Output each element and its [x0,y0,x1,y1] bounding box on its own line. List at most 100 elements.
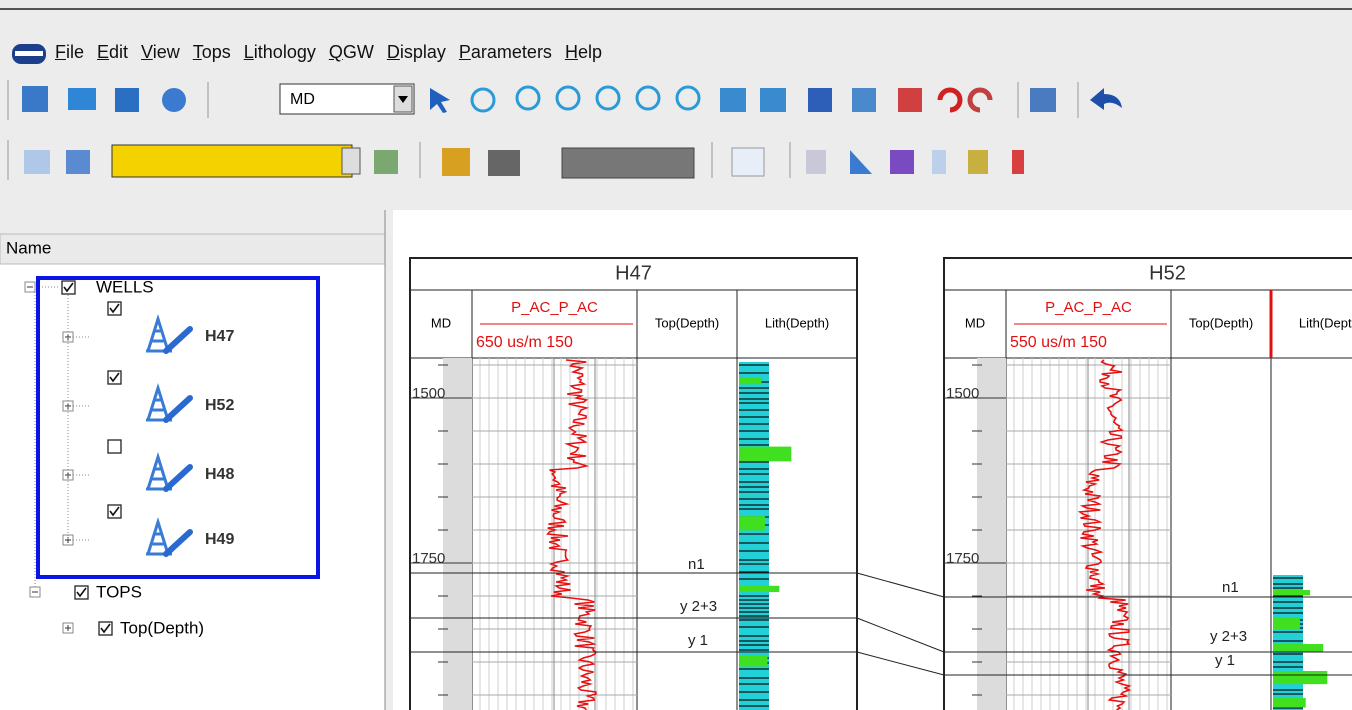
tool-icon[interactable] [932,150,946,174]
tool-icon[interactable] [675,85,701,111]
lith-sand [1273,617,1300,630]
tree-label[interactable]: H49 [205,531,234,548]
app-logo-band [15,51,43,56]
check-mark [109,506,120,517]
tool-icon[interactable] [555,85,581,111]
menu-item[interactable]: Edit [97,42,129,62]
column-header: Lith(Depth) [1299,315,1352,330]
tree-header[interactable] [0,233,386,265]
tool-icon[interactable] [430,88,450,113]
tool-icon[interactable] [595,85,621,111]
tool-icon[interactable] [967,87,993,113]
tree-label[interactable]: WELLS [96,277,154,296]
tool-icon[interactable] [1012,150,1024,174]
tool-icon[interactable] [24,150,50,174]
check-mark [109,303,120,314]
tree-label[interactable]: H52 [205,397,234,414]
top-label: n1 [1222,579,1239,596]
menu-item[interactable]: QGW [328,42,374,62]
toolbar-1: MD [7,80,1122,120]
tree-label[interactable]: H47 [205,328,234,345]
lith-sand [739,516,766,531]
depth-combo[interactable] [279,83,415,115]
tree-panel-top [0,210,385,235]
check-mark [109,372,120,383]
pencil-icon [163,326,193,354]
menu-item[interactable]: Parameters [458,42,552,62]
tool-icon[interactable] [731,147,765,177]
top-label: y 1 [1215,652,1235,669]
menu-item[interactable]: Tops [192,42,231,62]
tool-icon[interactable] [470,87,496,113]
tree: WELLS H47 H52 H48 H49 TOPS Top(Depth) [24,277,234,637]
menu-item[interactable]: Display [386,42,446,62]
tool-icon[interactable] [808,88,832,112]
highlight-box [36,276,320,579]
well-panel: H47 MD P_AC_P_AC 650 us/m 150 Top(Depth) Lith… [409,257,858,710]
combo-arrow-glyph [398,96,408,103]
checkbox[interactable] [107,439,122,454]
column-header: MD [965,315,985,330]
tool-icon[interactable] [68,88,96,110]
top-label: n1 [688,556,705,573]
curve-name: P_AC_P_AC [1045,299,1132,316]
depth-combo-text: MD [290,91,315,108]
tool-icon[interactable] [968,150,988,174]
tree-label[interactable]: Top(Depth) [120,618,204,637]
tool-icon[interactable] [22,86,48,112]
top-label: y 2+3 [1210,628,1247,645]
check-mark [76,587,87,598]
tool-icon[interactable] [162,88,186,112]
tool-icon[interactable] [806,150,826,174]
depth-label: 1750 [946,550,979,567]
tool-icon[interactable] [720,88,746,112]
lith-sand [1273,590,1311,596]
check-mark [63,282,74,293]
tool-icon[interactable] [890,150,914,174]
column-header: Top(Depth) [655,315,719,330]
well-icon [146,313,172,353]
tool-icon[interactable] [1030,88,1056,112]
lith-sand [1273,698,1306,708]
combo-arrow[interactable] [341,147,361,175]
md-shade [443,358,472,710]
tool-icon[interactable] [898,88,922,112]
column-header: Top(Depth) [1189,315,1253,330]
pencil-icon [163,464,193,492]
well-icon [146,451,172,491]
menu-item[interactable]: View [141,42,180,62]
well-panels: H47 MD P_AC_P_AC 650 us/m 150 Top(Depth) Lith… [409,257,1352,710]
tool-icon[interactable] [635,85,661,111]
tool-icon[interactable] [66,150,90,174]
tool-icon[interactable] [852,88,876,112]
depth-label: 1500 [946,385,979,402]
md-shade [977,358,1006,710]
tool-icon[interactable] [760,88,786,112]
depth-label: 1750 [412,550,445,567]
correlation-line [856,651,945,676]
tool-icon[interactable] [374,150,398,174]
lith-sand [1273,671,1328,685]
pattern-combo[interactable] [111,144,353,178]
tool-icon[interactable] [442,148,470,176]
tree-label[interactable]: H48 [205,466,234,483]
tool-icon[interactable] [115,88,139,112]
tool-icon[interactable] [937,87,963,113]
tool-icon[interactable] [515,85,541,111]
pencil-icon [163,395,193,423]
correlation-line [856,572,945,598]
tool-icon[interactable] [850,150,872,174]
well-panel: H52 MD P_AC_P_AC 550 us/m 150 Top(Depth) Lith… [943,257,1352,710]
tool-icon[interactable] [1090,88,1122,110]
color-swatch[interactable] [561,147,695,179]
menu-item[interactable]: File [55,42,85,62]
menu-item[interactable]: Help [564,42,602,62]
tool-icon[interactable] [488,150,520,176]
well-name: H52 [1149,262,1186,284]
toolbar-2 [7,140,1024,180]
tree-label[interactable]: TOPS [96,582,142,601]
curve-scale: 550 us/m 150 [1010,334,1107,351]
menu-item[interactable]: Lithology [243,42,316,62]
